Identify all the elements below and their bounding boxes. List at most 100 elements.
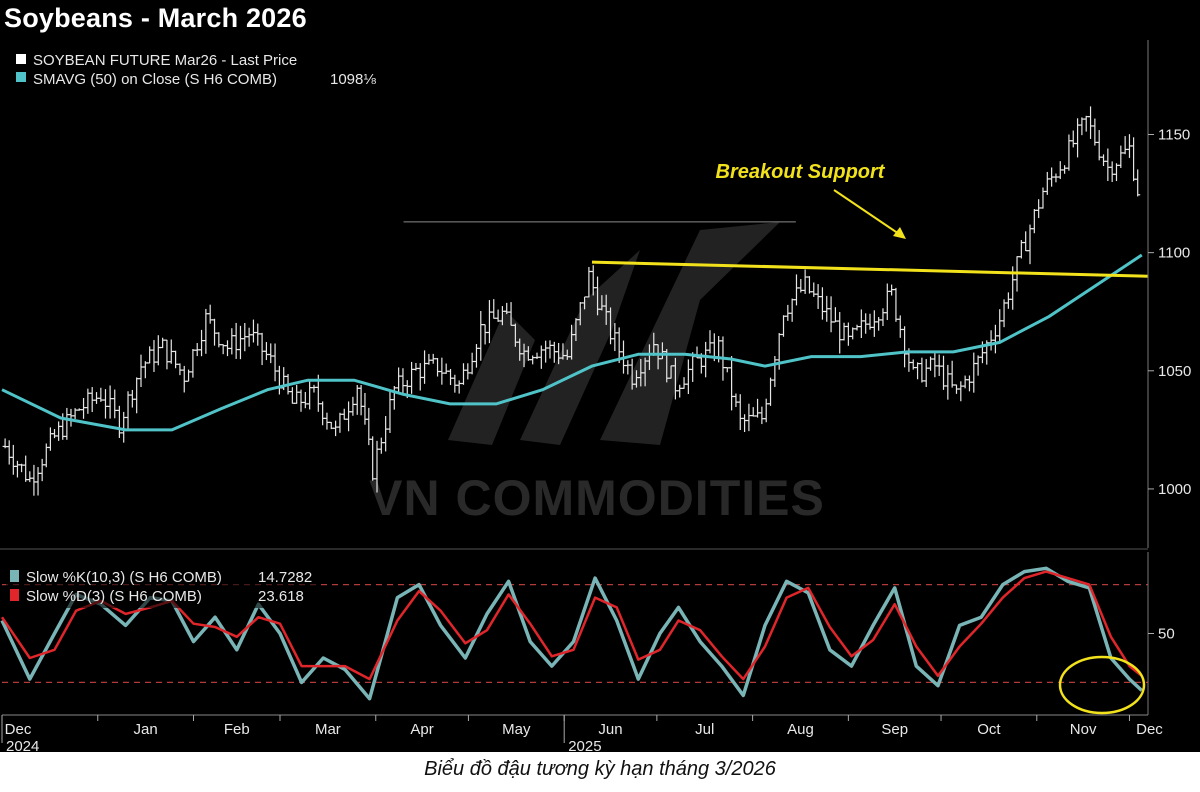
price-bar: [229, 328, 235, 355]
price-bar: [250, 319, 256, 343]
price-bar: [1057, 161, 1063, 180]
price-bar: [923, 359, 929, 387]
price-bar: [586, 266, 592, 298]
breakout-support-line: [591, 260, 1149, 278]
price-bar: [893, 287, 899, 322]
price-bar: [1105, 148, 1111, 181]
price-bar: [737, 394, 743, 430]
sma-legend-swatch: [16, 72, 26, 82]
price-bar: [1066, 134, 1072, 171]
chart-panel: [0, 0, 1200, 752]
price-bar: [294, 384, 300, 404]
price-bar: [806, 276, 812, 294]
figure-caption: Biểu đồ đậu tương kỳ hạn tháng 3/2026: [424, 758, 776, 780]
watermark-logo-icon: [448, 222, 780, 445]
price-bar: [417, 363, 423, 391]
price-bar: [880, 308, 886, 327]
month-label: Dec: [1136, 721, 1163, 738]
price-bar: [98, 387, 104, 402]
price-bar: [1131, 137, 1137, 182]
price-bar: [203, 308, 209, 354]
soybean-chart: VN COMMODITIES Breakout Support SOYBEAN …: [0, 40, 1191, 752]
price-bar: [1083, 115, 1089, 132]
price-bar: [194, 343, 200, 357]
price-tick-label: 1150: [1158, 127, 1190, 144]
price-bar: [785, 304, 791, 321]
price-bar: [992, 324, 998, 354]
price-bar: [426, 353, 432, 365]
price-bar: [112, 389, 118, 419]
price-bar: [47, 427, 53, 451]
price-bar: [729, 356, 735, 411]
slow-k-legend-swatch: [10, 570, 19, 582]
price-bar: [915, 362, 921, 380]
price-bar: [276, 365, 282, 395]
price-bar: [945, 364, 951, 400]
price-bar: [902, 326, 908, 368]
breakout-support-label: Breakout Support: [716, 161, 886, 183]
slow-k-legend-value: 14.7282: [258, 569, 312, 586]
price-bar: [1122, 136, 1128, 155]
price-bar: [448, 368, 454, 386]
price-bar: [763, 398, 769, 423]
price-bar: [320, 401, 326, 426]
price-bar: [884, 283, 890, 321]
price-bar: [89, 387, 95, 413]
price-bar: [216, 332, 222, 348]
price-bar: [1096, 130, 1102, 161]
stochastic-tick-label: 50: [1158, 626, 1175, 643]
price-bar: [677, 384, 683, 398]
page-title: Soybeans - March 2026: [4, 3, 307, 33]
price-bar: [495, 309, 501, 322]
price-bar: [64, 407, 70, 440]
price-bar: [936, 354, 942, 376]
price-bar: [958, 381, 964, 402]
price-bar: [220, 344, 226, 355]
price-bar: [391, 386, 397, 410]
price-bar: [68, 408, 74, 427]
annotation-arrowhead-icon: [893, 227, 906, 239]
price-bar: [1031, 208, 1037, 234]
price-bar: [1062, 165, 1068, 174]
month-label: Dec: [5, 721, 32, 738]
price-bar: [1049, 167, 1055, 187]
price-bar: [551, 341, 557, 363]
price-bar: [181, 365, 187, 393]
price-legend-swatch: [16, 54, 26, 64]
price-bar: [841, 322, 847, 341]
breakout-support-annotation: Breakout Support: [716, 161, 906, 239]
price-bar: [268, 343, 274, 364]
price-bar: [94, 392, 100, 404]
price-bar: [233, 322, 239, 359]
month-label: Jun: [598, 721, 622, 738]
price-bar: [237, 325, 243, 360]
price-bar: [350, 396, 356, 416]
price-bar: [832, 307, 838, 323]
price-bar: [707, 330, 713, 354]
price-bar: [755, 398, 761, 418]
price-bar: [824, 295, 830, 322]
price-bar: [750, 407, 756, 417]
price-bar: [1075, 118, 1081, 158]
price-bar: [547, 340, 553, 359]
price-bar: [85, 388, 91, 414]
price-bar: [31, 464, 37, 496]
month-label: Nov: [1070, 721, 1097, 738]
price-bar: [1036, 199, 1042, 219]
price-bar: [224, 340, 230, 357]
price-bar: [1118, 145, 1124, 169]
price-bar: [876, 317, 882, 331]
annotation-arrow-icon: [833, 189, 903, 237]
price-bar: [759, 406, 765, 425]
price-bar: [298, 389, 304, 412]
price-bar: [478, 311, 484, 361]
price-bar: [311, 384, 317, 393]
price-bar: [1001, 299, 1007, 328]
price-bar: [443, 363, 449, 374]
price-bar: [802, 269, 808, 294]
price-bar: [396, 367, 402, 393]
price-bar: [685, 359, 691, 395]
price-bar: [134, 377, 140, 414]
price-bar: [910, 359, 916, 370]
price-bar: [1005, 292, 1011, 309]
